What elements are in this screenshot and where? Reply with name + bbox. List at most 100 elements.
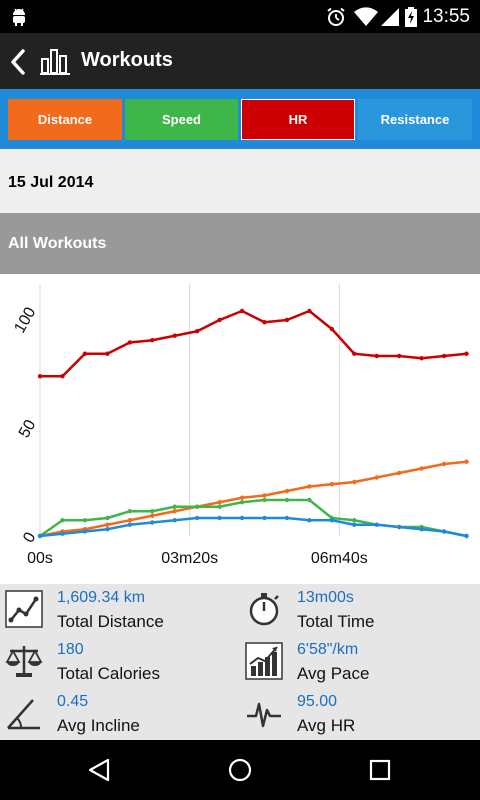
tab-distance[interactable]: Distance	[8, 99, 122, 140]
battery-icon	[405, 7, 417, 27]
data-point	[194, 515, 200, 521]
workout-chart[interactable]: 00s 03m20s 06m40s 0 50 100	[0, 274, 480, 584]
data-point	[37, 533, 43, 539]
action-bar: Workouts	[0, 33, 480, 89]
data-point	[441, 529, 447, 534]
tab-hr[interactable]: HR	[241, 99, 355, 140]
stat-value: 13m00s	[297, 589, 354, 606]
incline-icon	[7, 699, 40, 730]
x-tick-label: 06m40s	[311, 550, 368, 567]
tab-speed[interactable]: Speed	[125, 99, 238, 140]
data-point	[464, 533, 469, 539]
data-point	[441, 353, 447, 359]
data-point	[82, 529, 88, 534]
data-point	[262, 493, 267, 498]
data-point	[239, 308, 245, 314]
stat-avg-hr: 95.00 Avg HR	[240, 688, 480, 740]
alarm-icon	[327, 7, 345, 26]
stat-total-calories: 180 Total Calories	[0, 636, 240, 688]
data-point	[150, 509, 155, 514]
status-bar: 13:55	[0, 0, 480, 33]
data-point	[194, 504, 200, 509]
y-tick-label: 50	[16, 417, 40, 441]
stat-avg-pace: 6'58"/km Avg Pace	[240, 636, 480, 688]
stat-value: 95.00	[297, 693, 338, 710]
workout-date: 15 Jul 2014	[8, 174, 94, 191]
data-point	[307, 518, 312, 523]
wifi-icon	[354, 7, 378, 27]
series-line	[39, 460, 467, 538]
nav-home-icon[interactable]	[227, 757, 253, 783]
data-point	[217, 317, 222, 323]
tab-resistance[interactable]: Resistance	[358, 99, 472, 140]
status-time: 13:55	[422, 6, 470, 27]
data-point	[307, 308, 312, 314]
data-point	[329, 326, 335, 332]
data-point	[307, 484, 312, 489]
data-point	[105, 522, 110, 527]
stat-value: 1,609.34 km	[57, 589, 146, 606]
data-point	[127, 522, 132, 527]
android-icon	[13, 8, 25, 26]
stat-avg-incline: 0.45 Avg Incline	[0, 688, 240, 740]
data-point	[352, 518, 357, 523]
data-point	[419, 527, 424, 532]
bar-chart-icon	[40, 49, 70, 75]
back-icon[interactable]	[10, 49, 26, 75]
data-point	[464, 351, 469, 356]
data-point	[172, 333, 177, 338]
data-point	[239, 515, 245, 521]
distance-graph-icon	[5, 590, 43, 628]
nav-recents-icon[interactable]	[368, 758, 392, 782]
stat-total-distance: 1,609.34 km Total Distance	[0, 584, 240, 636]
data-point	[441, 461, 447, 467]
data-point	[396, 524, 402, 530]
data-point	[172, 509, 177, 514]
stats-grid: 1,609.34 km Total Distance 13m00s Total …	[0, 584, 480, 740]
data-point	[150, 513, 155, 518]
heartbeat-icon	[247, 702, 281, 728]
stat-label: Avg Incline	[57, 716, 140, 735]
data-point	[374, 475, 379, 480]
data-point	[127, 518, 132, 523]
data-point	[262, 320, 267, 325]
data-point	[262, 497, 267, 503]
data-point	[352, 351, 357, 356]
nav-bar	[0, 740, 480, 800]
data-point	[82, 518, 88, 523]
data-point	[464, 459, 469, 464]
metric-tabs: Distance Speed HR Resistance	[0, 89, 480, 149]
signal-icon	[381, 8, 399, 26]
data-point	[60, 518, 65, 523]
data-point	[194, 329, 200, 334]
series-line	[39, 516, 467, 538]
nav-back-icon[interactable]	[86, 758, 112, 782]
data-point	[172, 504, 177, 509]
series-line	[40, 309, 467, 378]
data-point	[172, 518, 177, 523]
stat-value: 6'58"/km	[297, 641, 359, 658]
y-tick-label: 100	[11, 304, 39, 336]
data-point	[419, 356, 424, 361]
data-point	[329, 482, 335, 487]
data-point	[150, 338, 155, 343]
data-point	[329, 518, 335, 523]
data-point	[239, 500, 245, 505]
data-point	[105, 351, 110, 356]
chart-svg: 00s 03m20s 06m40s 0 50 100	[11, 284, 469, 567]
section-header: All Workouts	[0, 213, 480, 274]
data-point	[105, 527, 110, 532]
data-point	[150, 520, 155, 525]
data-point	[396, 470, 402, 476]
data-point	[60, 531, 65, 536]
x-tick-label: 03m20s	[161, 550, 218, 567]
data-point	[37, 374, 43, 379]
stopwatch-icon	[249, 593, 279, 626]
data-point	[419, 466, 424, 471]
data-point	[352, 522, 357, 527]
data-point	[105, 515, 110, 521]
data-point	[217, 504, 222, 509]
data-point	[262, 515, 267, 521]
data-point	[396, 353, 402, 359]
section-title: All Workouts	[8, 235, 107, 252]
